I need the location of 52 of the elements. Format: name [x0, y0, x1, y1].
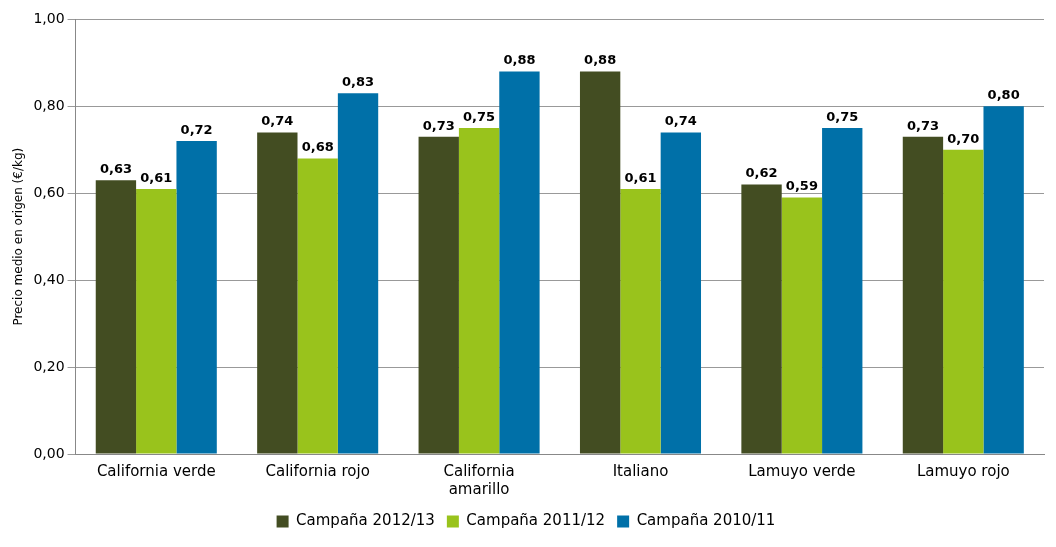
y-tick-label: 0,20	[33, 357, 65, 374]
data-label: 0,88	[503, 52, 536, 68]
data-label: 0,62	[745, 165, 778, 181]
bar	[337, 93, 379, 454]
data-label: 0,74	[664, 113, 697, 129]
x-tick-label: Italiano	[612, 461, 669, 480]
data-label: 0,61	[624, 169, 657, 185]
y-tick-label: 0,00	[33, 444, 65, 461]
x-tick-label: California rojo	[265, 461, 370, 480]
data-label: 0,88	[584, 52, 617, 68]
bar	[499, 71, 540, 454]
data-label: 0,59	[785, 178, 818, 194]
bar	[136, 188, 177, 454]
data-label: 0,75	[826, 108, 859, 124]
x-tick-label: California amarillo	[443, 461, 515, 498]
data-label: 0,73	[906, 117, 939, 133]
y-tick-label: 0,40	[33, 270, 65, 287]
bar	[983, 106, 1024, 454]
data-label: 0,63	[99, 161, 132, 177]
x-tick-label: Lamuyo rojo	[916, 461, 1010, 480]
y-tick-label: 0,60	[33, 183, 65, 200]
legend-label: Campaña 2010/11	[636, 511, 776, 530]
bar	[458, 128, 500, 454]
data-label: 0,72	[180, 121, 213, 137]
legend-label: Campaña 2012/13	[296, 511, 435, 530]
y-tick-label: 1,00	[33, 10, 65, 27]
bar	[902, 136, 944, 454]
bar	[781, 197, 823, 454]
data-label: 0,80	[987, 87, 1020, 103]
y-tick-label: 0,80	[33, 96, 65, 113]
data-label: 0,61	[140, 169, 173, 185]
bar	[297, 158, 338, 454]
y-axis-title: Precio medio en origen (€/kg)	[11, 147, 26, 326]
bar	[620, 188, 661, 454]
bar	[257, 132, 298, 454]
bar	[176, 141, 217, 454]
bar	[95, 180, 137, 454]
bar	[943, 149, 984, 454]
data-label: 0,68	[301, 139, 334, 155]
bar	[660, 132, 702, 454]
legend-label: Campaña 2011/12	[466, 511, 606, 530]
data-label: 0,83	[341, 74, 375, 90]
bar	[418, 136, 459, 454]
data-label: 0,73	[422, 117, 455, 133]
x-tick-label: Lamuyo verde	[748, 461, 856, 480]
bar	[822, 128, 863, 454]
data-label: 0,70	[947, 130, 980, 146]
bar	[579, 71, 621, 454]
data-label: 0,74	[261, 113, 294, 129]
data-label: 0,75	[463, 108, 496, 124]
bar	[741, 184, 782, 454]
x-tick-label: California verde	[96, 461, 216, 480]
